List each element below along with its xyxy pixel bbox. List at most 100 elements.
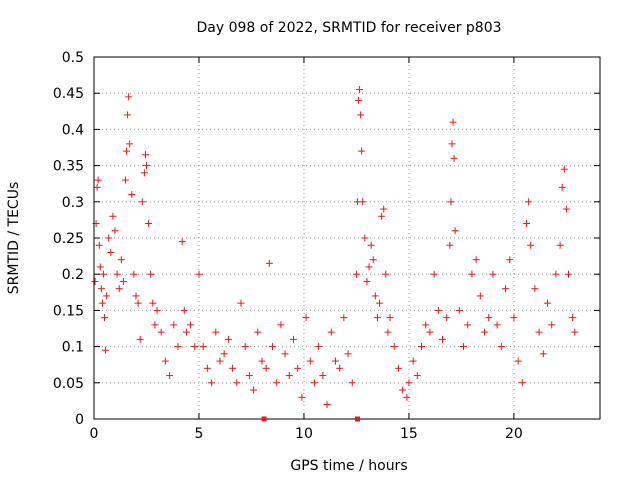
data-point xyxy=(102,346,110,354)
data-point xyxy=(356,86,364,94)
data-point xyxy=(141,151,149,159)
data-point xyxy=(510,314,518,322)
data-point xyxy=(448,140,456,148)
x-tick-label: 0 xyxy=(90,426,99,442)
data-point xyxy=(449,118,457,126)
data-point xyxy=(124,111,132,119)
data-point xyxy=(212,328,220,336)
data-point xyxy=(367,241,375,249)
data-point xyxy=(136,335,144,343)
data-point xyxy=(126,140,134,148)
data-point xyxy=(323,401,331,409)
data-point xyxy=(310,379,318,387)
data-point xyxy=(373,314,381,322)
y-tick-label: 0.25 xyxy=(53,231,84,247)
data-point xyxy=(153,306,161,314)
data-point xyxy=(476,292,484,300)
data-points xyxy=(91,86,579,409)
data-point xyxy=(265,259,273,267)
data-point xyxy=(224,335,232,343)
data-point xyxy=(502,285,510,293)
data-point xyxy=(464,321,472,329)
data-point xyxy=(216,357,224,365)
data-point xyxy=(481,328,489,336)
data-point xyxy=(273,379,281,387)
data-point xyxy=(472,256,480,264)
data-point xyxy=(229,364,237,372)
data-point xyxy=(258,357,266,365)
data-point xyxy=(361,234,369,242)
data-point xyxy=(430,270,438,278)
data-point xyxy=(306,357,314,365)
data-point xyxy=(413,372,421,380)
data-point xyxy=(95,241,103,249)
data-point xyxy=(518,379,526,387)
data-point xyxy=(544,299,552,307)
data-point xyxy=(99,270,107,278)
data-point xyxy=(450,154,458,162)
data-point xyxy=(203,364,211,372)
data-point xyxy=(446,241,454,249)
data-point xyxy=(241,343,249,351)
data-point xyxy=(180,306,188,314)
y-tick-label: 0.5 xyxy=(62,50,84,66)
data-point xyxy=(355,96,363,104)
data-point xyxy=(125,93,133,101)
data-point xyxy=(485,314,493,322)
data-point xyxy=(128,191,136,199)
axis-markers xyxy=(261,416,360,422)
data-point xyxy=(439,335,447,343)
data-point xyxy=(422,321,430,329)
data-point xyxy=(107,248,115,256)
x-tick-label: 20 xyxy=(505,426,523,442)
data-point xyxy=(91,277,99,285)
data-point xyxy=(539,350,547,358)
data-point xyxy=(174,343,182,351)
data-point xyxy=(558,183,566,191)
data-point xyxy=(140,169,148,177)
data-point xyxy=(285,372,293,380)
data-point xyxy=(182,328,190,336)
data-point xyxy=(117,256,125,264)
data-point xyxy=(426,328,434,336)
data-point xyxy=(254,328,262,336)
data-point xyxy=(418,343,426,351)
data-point xyxy=(142,162,150,170)
y-tick-label: 0.35 xyxy=(53,159,84,175)
y-tick-label: 0.15 xyxy=(53,303,84,319)
data-point xyxy=(359,198,367,206)
y-axis-ticks: 0 0.05 0.1 0.15 0.2 0.25 0.3 0.35 0.4 0.45 0.5 xyxy=(53,50,600,428)
data-point xyxy=(132,292,140,300)
y-tick-label: 0.05 xyxy=(53,376,84,392)
data-point xyxy=(556,241,564,249)
data-point xyxy=(302,314,310,322)
data-point xyxy=(560,165,568,173)
data-point xyxy=(371,292,379,300)
data-point xyxy=(119,277,127,285)
data-point xyxy=(97,285,105,293)
axis-marker xyxy=(354,416,360,422)
data-point xyxy=(298,393,306,401)
x-tick-label: 10 xyxy=(295,426,313,442)
data-point xyxy=(493,321,501,329)
data-point xyxy=(535,328,543,336)
data-point xyxy=(531,285,539,293)
data-point xyxy=(220,350,228,358)
data-point xyxy=(237,299,245,307)
data-point xyxy=(380,205,388,213)
data-point xyxy=(365,263,373,271)
data-point xyxy=(151,321,159,329)
data-point xyxy=(208,379,216,387)
data-point xyxy=(571,328,579,336)
data-point xyxy=(109,212,117,220)
data-point xyxy=(497,343,505,351)
data-point xyxy=(277,321,285,329)
data-point xyxy=(514,357,522,365)
data-point xyxy=(523,220,531,228)
data-point xyxy=(376,299,384,307)
data-point xyxy=(315,343,323,351)
data-point xyxy=(443,314,451,322)
data-point xyxy=(187,321,195,329)
axis-marker xyxy=(261,416,267,422)
data-point xyxy=(115,285,123,293)
